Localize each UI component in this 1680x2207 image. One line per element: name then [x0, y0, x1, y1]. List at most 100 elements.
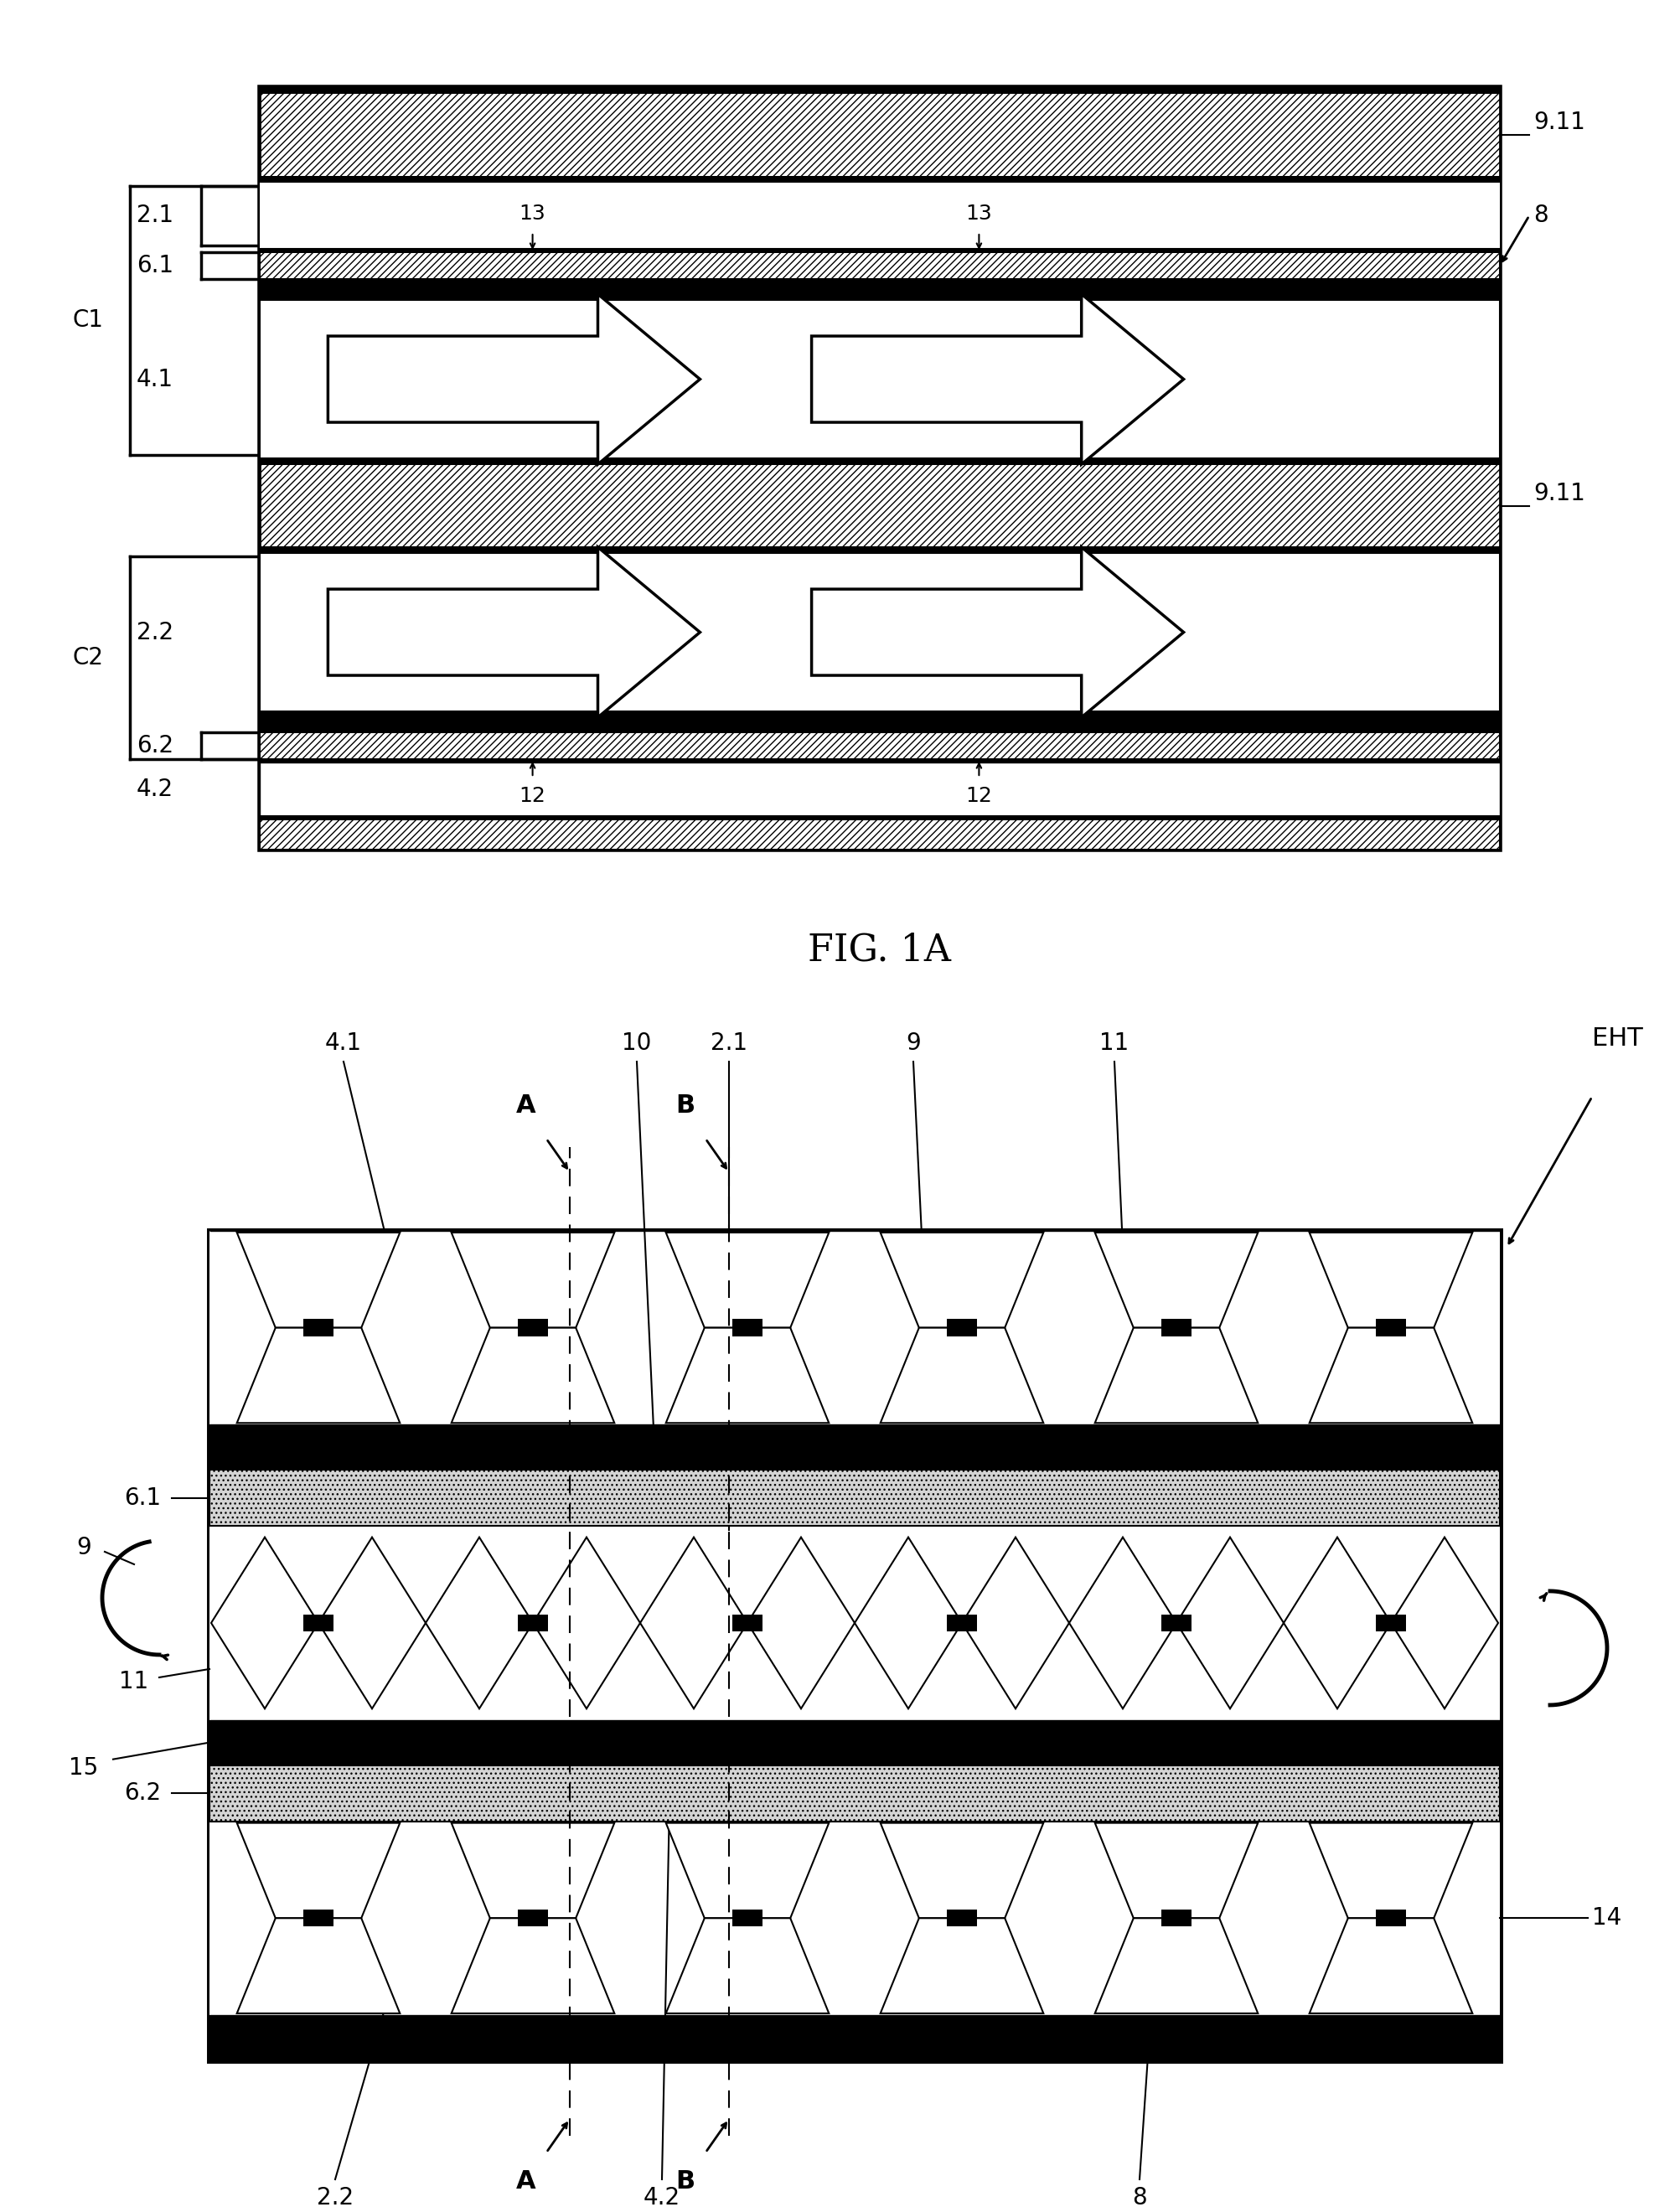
- Polygon shape: [533, 1538, 640, 1708]
- Bar: [210, 1426, 1499, 1470]
- Bar: [260, 282, 1499, 300]
- Text: 9: 9: [76, 1536, 91, 1560]
- Text: B: B: [675, 2169, 696, 2194]
- Bar: [946, 1613, 976, 1631]
- Polygon shape: [237, 1329, 400, 1424]
- Polygon shape: [880, 1329, 1043, 1424]
- Bar: [260, 249, 1499, 254]
- Text: 6.1: 6.1: [136, 254, 173, 278]
- Bar: [260, 817, 1499, 850]
- Bar: [260, 547, 1499, 554]
- Text: 2.2: 2.2: [316, 2187, 353, 2207]
- Bar: [946, 1320, 976, 1335]
- Text: EHT: EHT: [1591, 1026, 1641, 1051]
- Polygon shape: [1176, 1538, 1284, 1708]
- Bar: [1161, 1613, 1191, 1631]
- Bar: [302, 1320, 333, 1335]
- Text: 12: 12: [966, 786, 991, 806]
- Polygon shape: [1284, 1538, 1391, 1708]
- Polygon shape: [880, 1918, 1043, 2013]
- Text: 13: 13: [519, 203, 546, 223]
- Polygon shape: [1309, 1329, 1472, 1424]
- Text: 15: 15: [69, 1757, 99, 1779]
- Bar: [732, 1909, 763, 1927]
- Bar: [260, 728, 1499, 761]
- Polygon shape: [328, 294, 699, 463]
- Text: 6.1: 6.1: [124, 1485, 161, 1510]
- Text: 4.2: 4.2: [136, 777, 173, 801]
- Polygon shape: [1094, 1823, 1257, 1918]
- Polygon shape: [1068, 1538, 1176, 1708]
- Bar: [260, 554, 1499, 711]
- Text: 9.11: 9.11: [1532, 481, 1584, 505]
- Bar: [210, 1766, 1499, 1821]
- Bar: [260, 759, 1499, 761]
- Bar: [210, 1232, 1499, 1426]
- Polygon shape: [1309, 1918, 1472, 2013]
- Text: 11: 11: [119, 1671, 150, 1693]
- Bar: [260, 177, 1499, 183]
- Polygon shape: [1309, 1823, 1472, 1918]
- Bar: [260, 86, 1499, 850]
- Bar: [1376, 1613, 1404, 1631]
- Bar: [260, 183, 1499, 249]
- Polygon shape: [853, 1538, 961, 1708]
- Bar: [260, 761, 1499, 817]
- Bar: [260, 86, 1499, 183]
- Bar: [210, 1232, 1499, 2061]
- Bar: [732, 1613, 763, 1631]
- Bar: [260, 817, 1499, 821]
- Bar: [517, 1909, 548, 1927]
- Bar: [517, 1320, 548, 1335]
- Text: 11: 11: [864, 620, 895, 644]
- Text: 12: 12: [519, 786, 546, 806]
- Polygon shape: [961, 1538, 1068, 1708]
- Polygon shape: [1309, 1232, 1472, 1329]
- Text: C1: C1: [72, 309, 104, 331]
- Bar: [210, 1525, 1499, 1719]
- Text: B: B: [675, 1092, 696, 1117]
- Polygon shape: [665, 1823, 828, 1918]
- Text: 2.1: 2.1: [711, 1031, 748, 1055]
- Polygon shape: [665, 1329, 828, 1424]
- Text: C2: C2: [72, 647, 104, 669]
- Bar: [260, 459, 1499, 554]
- Polygon shape: [880, 1823, 1043, 1918]
- Bar: [260, 300, 1499, 459]
- Polygon shape: [452, 1918, 615, 2013]
- Text: 6.2: 6.2: [124, 1781, 161, 1805]
- Text: 9.11: 9.11: [1532, 110, 1584, 135]
- Bar: [260, 86, 1499, 95]
- Polygon shape: [811, 547, 1183, 717]
- Polygon shape: [880, 1232, 1043, 1329]
- Text: A: A: [516, 1092, 536, 1117]
- Bar: [260, 728, 1499, 733]
- Bar: [517, 1613, 548, 1631]
- Polygon shape: [665, 1918, 828, 2013]
- Bar: [1376, 1320, 1404, 1335]
- Polygon shape: [452, 1232, 615, 1329]
- Text: 10: 10: [622, 1031, 652, 1055]
- Bar: [946, 1909, 976, 1927]
- Polygon shape: [640, 1538, 748, 1708]
- Bar: [210, 1470, 1499, 1525]
- Polygon shape: [237, 1823, 400, 1918]
- Polygon shape: [665, 1232, 828, 1329]
- Polygon shape: [328, 547, 699, 717]
- Text: 9: 9: [872, 366, 887, 391]
- Polygon shape: [212, 1538, 318, 1708]
- Polygon shape: [237, 1918, 400, 2013]
- Bar: [1161, 1320, 1191, 1335]
- Polygon shape: [748, 1538, 853, 1708]
- Polygon shape: [452, 1823, 615, 1918]
- Text: FIG. 1A: FIG. 1A: [808, 931, 951, 969]
- Text: 8: 8: [1532, 203, 1547, 227]
- Bar: [732, 1320, 763, 1335]
- Bar: [302, 1909, 333, 1927]
- Text: A: A: [516, 2169, 536, 2194]
- Bar: [260, 711, 1499, 728]
- Text: 13: 13: [966, 203, 991, 223]
- Bar: [260, 278, 1499, 282]
- Polygon shape: [811, 294, 1183, 463]
- Text: 2.2: 2.2: [136, 620, 173, 644]
